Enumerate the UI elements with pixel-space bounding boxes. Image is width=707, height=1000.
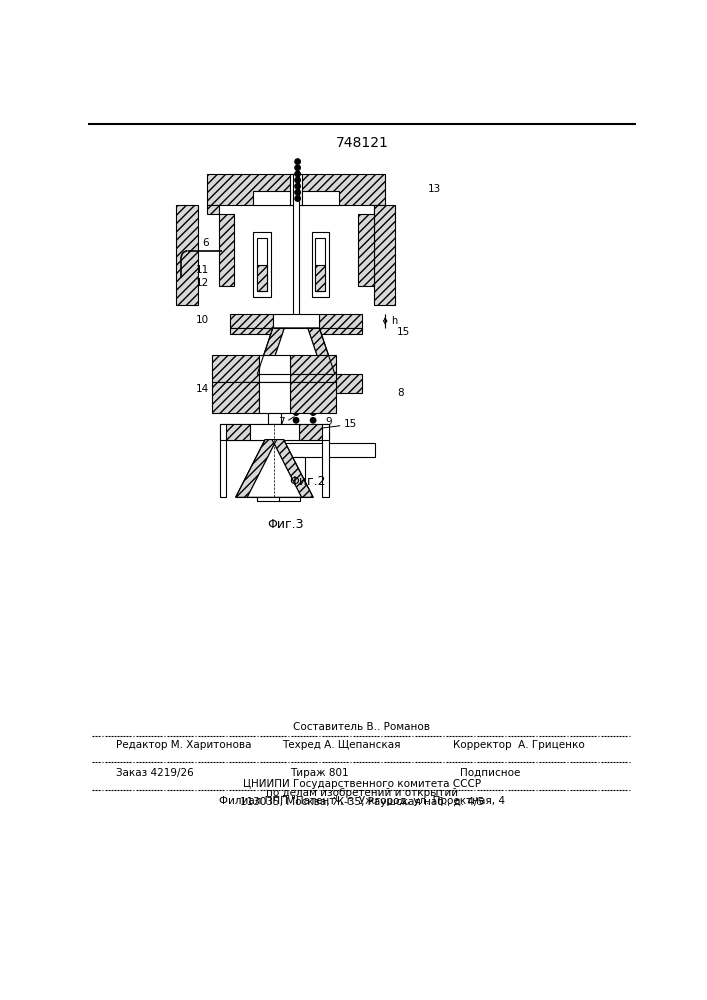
Circle shape — [295, 171, 300, 177]
Polygon shape — [226, 424, 250, 440]
Polygon shape — [235, 440, 276, 497]
Text: 15: 15 — [397, 327, 410, 337]
Text: 10: 10 — [196, 315, 209, 325]
Text: по делам изобретений и открытий: по делам изобретений и открытий — [266, 788, 458, 798]
Polygon shape — [230, 328, 273, 334]
Polygon shape — [320, 314, 362, 328]
Polygon shape — [312, 232, 329, 297]
Circle shape — [293, 402, 299, 408]
Text: 748121: 748121 — [336, 136, 388, 150]
Text: Φиг.3: Φиг.3 — [268, 518, 304, 531]
Polygon shape — [257, 328, 284, 374]
Circle shape — [293, 425, 299, 431]
Polygon shape — [320, 328, 362, 334]
Polygon shape — [308, 328, 335, 374]
Text: Тираж 801: Тираж 801 — [290, 768, 349, 778]
Text: h: h — [392, 316, 397, 326]
Polygon shape — [315, 238, 325, 291]
Circle shape — [293, 410, 299, 415]
Polygon shape — [290, 174, 303, 205]
Polygon shape — [293, 174, 299, 328]
Text: 7: 7 — [278, 417, 284, 427]
Circle shape — [310, 402, 316, 408]
Text: 9: 9 — [325, 417, 332, 427]
Polygon shape — [259, 355, 290, 382]
Text: Филиал ППП "Патент", г. Ужгород, ул. Проектная, 4: Филиал ППП "Патент", г. Ужгород, ул. Про… — [219, 796, 505, 806]
Polygon shape — [299, 424, 322, 440]
Text: 13: 13 — [428, 184, 441, 194]
Polygon shape — [218, 214, 234, 286]
Text: Заказ 4219/26: Заказ 4219/26 — [115, 768, 193, 778]
Circle shape — [295, 190, 300, 195]
Circle shape — [295, 177, 300, 183]
Polygon shape — [322, 424, 329, 497]
Polygon shape — [230, 314, 273, 328]
Polygon shape — [176, 205, 198, 305]
Polygon shape — [269, 328, 323, 374]
Polygon shape — [290, 382, 337, 413]
Polygon shape — [247, 440, 301, 497]
Circle shape — [295, 184, 300, 189]
Polygon shape — [257, 490, 279, 501]
Polygon shape — [373, 205, 385, 214]
Text: 15: 15 — [344, 419, 357, 429]
Polygon shape — [272, 440, 313, 497]
Text: Корректор  А. Гриценко: Корректор А. Гриценко — [452, 740, 585, 750]
Polygon shape — [273, 314, 320, 328]
Polygon shape — [207, 205, 218, 214]
Text: Техред А. Щепанская: Техред А. Щепанская — [282, 740, 401, 750]
Polygon shape — [257, 265, 267, 291]
Polygon shape — [315, 265, 325, 291]
Polygon shape — [265, 470, 282, 486]
Polygon shape — [253, 191, 290, 205]
Polygon shape — [259, 382, 290, 413]
Circle shape — [310, 410, 316, 415]
Text: 12: 12 — [196, 278, 209, 288]
Polygon shape — [303, 191, 339, 205]
Polygon shape — [207, 174, 385, 205]
Polygon shape — [220, 424, 226, 497]
Polygon shape — [373, 205, 395, 305]
Circle shape — [310, 425, 316, 431]
Polygon shape — [282, 457, 305, 486]
Circle shape — [310, 433, 316, 438]
Polygon shape — [220, 424, 329, 440]
Circle shape — [295, 159, 300, 164]
Polygon shape — [253, 232, 271, 297]
Circle shape — [295, 165, 300, 170]
Text: ЦНИИПИ Государственного комитета СССР: ЦНИИПИ Государственного комитета СССР — [243, 779, 481, 789]
Circle shape — [295, 196, 300, 201]
Text: Подписное: Подписное — [460, 768, 521, 778]
Text: 8: 8 — [397, 388, 404, 398]
Polygon shape — [358, 214, 373, 286]
Polygon shape — [268, 413, 281, 424]
Polygon shape — [257, 238, 267, 291]
Text: 6: 6 — [203, 238, 209, 248]
Circle shape — [293, 418, 299, 423]
Circle shape — [310, 418, 316, 423]
Text: 14: 14 — [196, 384, 209, 394]
Polygon shape — [276, 486, 300, 501]
Polygon shape — [273, 374, 320, 393]
Circle shape — [293, 433, 299, 438]
Polygon shape — [290, 355, 337, 382]
Polygon shape — [212, 382, 259, 413]
Polygon shape — [250, 424, 299, 440]
Text: 11: 11 — [196, 265, 209, 275]
Polygon shape — [212, 355, 259, 382]
Text: Φиг.2: Φиг.2 — [289, 475, 326, 488]
Text: Редактор М. Харитонова: Редактор М. Харитонова — [115, 740, 251, 750]
Polygon shape — [230, 374, 362, 393]
Text: Составитель В.. Романов: Составитель В.. Романов — [293, 722, 431, 732]
Text: 113035, Москва, Ж-35, Раушская наб., д. 4/5: 113035, Москва, Ж-35, Раушская наб., д. … — [240, 797, 484, 807]
Polygon shape — [282, 443, 375, 457]
